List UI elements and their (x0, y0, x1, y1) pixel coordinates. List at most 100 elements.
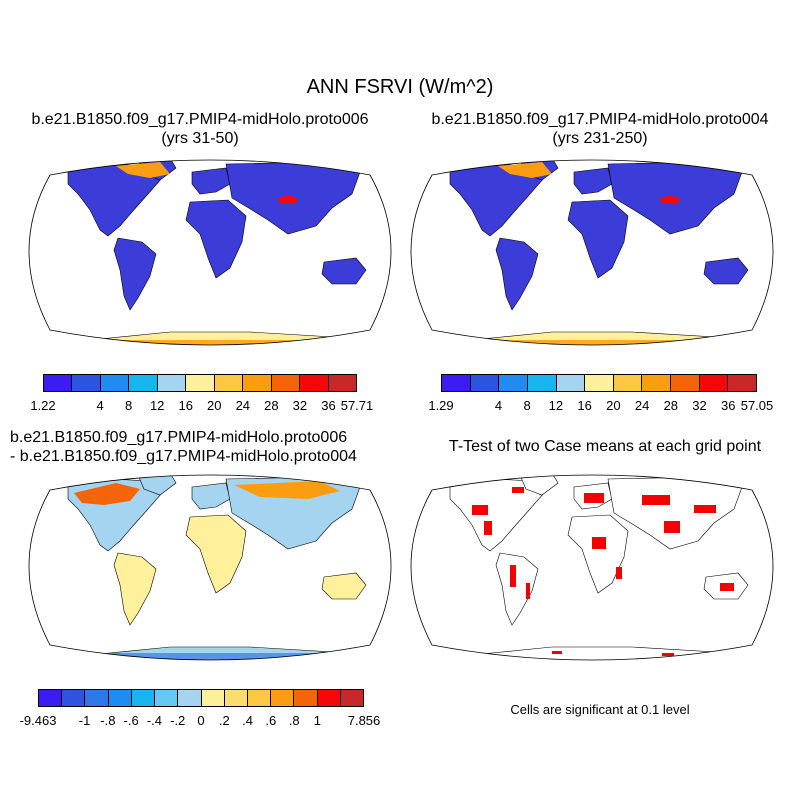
colorbar-label: 57.71 (340, 398, 374, 413)
colorbar-swatch (72, 375, 101, 391)
colorbar-label: 57.05 (740, 398, 774, 413)
colorbar-swatch (62, 690, 86, 706)
colorbar-labels-diff: -9.463 -1 -.8 -.6 -.4 -.2 0 .2 .4 .6 .8 1 7.856 (20, 713, 381, 729)
panel-title-diff: b.e21.B1850.f09_g17.PMIP4-midHolo.proto0… (5, 428, 410, 466)
significant-cells (694, 505, 716, 513)
colorbar-swatch (243, 375, 272, 391)
australia-shape (321, 572, 367, 600)
significant-cells (662, 653, 674, 656)
africa-shape (567, 514, 629, 594)
africa-shape (185, 199, 247, 279)
colorbar-swatch (129, 375, 158, 391)
colorbar-label: 16 (178, 398, 193, 413)
colorbar-diff (38, 689, 364, 707)
colorbar-label: 12 (548, 398, 564, 413)
colorbar-swatch (470, 375, 500, 391)
colorbar-swatch (201, 690, 225, 706)
colorbar-swatch (699, 375, 729, 391)
colorbar-label: 0 (197, 713, 205, 728)
warm-anomaly-siberia (234, 481, 340, 499)
africa-shape (567, 199, 629, 279)
case1-title-line1: b.e21.B1850.f09_g17.PMIP4-midHolo.proto0… (31, 111, 369, 128)
tibet-high-region (660, 196, 680, 204)
south-america-shape (113, 237, 157, 311)
significant-cells (526, 583, 530, 599)
colorbar-swatch (178, 690, 202, 706)
colorbar-swatch (556, 375, 586, 391)
colorbar-label: 1 (313, 713, 322, 728)
significant-cells (510, 565, 516, 587)
panel-title-case1: b.e21.B1850.f09_g17.PMIP4-midHolo.proto0… (5, 110, 395, 148)
colorbar-label: 20 (606, 398, 621, 413)
colorbar-label: 32 (692, 398, 707, 413)
colorbar-swatch (328, 375, 356, 391)
colorbar-swatch (186, 375, 215, 391)
colorbar-swatch (157, 375, 187, 391)
tibet-high-region (278, 196, 298, 204)
significant-cells (642, 495, 670, 505)
europe-shape (191, 482, 231, 510)
significant-cells (592, 537, 606, 549)
colorbar-label: 28 (264, 398, 279, 413)
colorbar-swatch (155, 690, 179, 706)
significance-note: Cells are significant at 0.1 level (510, 702, 690, 717)
significant-cells (664, 521, 680, 533)
colorbar-swatch (100, 375, 130, 391)
south-america-shape (113, 552, 157, 626)
significant-cells (720, 583, 734, 591)
colorbar-label: 12 (149, 398, 165, 413)
colorbar-label: .2 (218, 713, 230, 728)
map-case1 (28, 159, 392, 346)
south-america-shape (495, 237, 539, 311)
colorbar-swatch (85, 690, 109, 706)
colorbar-swatch (642, 375, 672, 391)
colorbar-label: 24 (235, 398, 251, 413)
colorbar-swatch (527, 375, 557, 391)
colorbar-swatch (728, 375, 757, 391)
colorbar-label: -1 (78, 713, 91, 728)
colorbar-swatch (317, 690, 341, 706)
significant-cells (512, 487, 524, 493)
map-border (28, 474, 392, 661)
colorbar-label: 7.856 (347, 713, 381, 728)
colorbar-case1 (43, 374, 357, 392)
europe-shape (191, 167, 231, 195)
colorbar-label: 4 (494, 398, 503, 413)
south-america-shape (495, 552, 539, 626)
asia-shape (607, 476, 743, 550)
colorbar-swatch (247, 690, 272, 706)
diff-title-line2: - b.e21.B1850.f09_g17.PMIP4-midHolo.prot… (10, 448, 357, 465)
colorbar-label: -.2 (170, 713, 186, 728)
significant-cells (552, 651, 562, 654)
significant-cells (616, 567, 622, 579)
colorbar-label: -9.463 (19, 713, 57, 728)
colorbar-swatch (271, 690, 295, 706)
australia-shape (703, 257, 749, 285)
colorbar-label: 20 (207, 398, 222, 413)
antarctica-anomaly (100, 653, 340, 660)
colorbar-label: 8 (125, 398, 133, 413)
colorbar-label: 36 (321, 398, 336, 413)
colorbar-swatch (44, 375, 73, 391)
colorbar-swatch (671, 375, 700, 391)
colorbar-swatch (224, 690, 248, 706)
panel-title-ttest: T-Test of two Case means at each grid po… (448, 438, 762, 455)
australia-shape (321, 257, 367, 285)
colorbar-label: .6 (265, 713, 277, 728)
case2-title-line2: (yrs 231-250) (552, 130, 648, 147)
diff-title-line1: b.e21.B1850.f09_g17.PMIP4-midHolo.proto0… (10, 429, 348, 446)
map-border (410, 159, 774, 346)
map-border (28, 159, 392, 346)
colorbar-label: 32 (292, 398, 308, 413)
significant-cells (484, 521, 492, 535)
africa-shape (185, 514, 247, 594)
colorbar-swatch (585, 375, 614, 391)
colorbar-label: -.6 (123, 713, 139, 728)
high-latitude-region (116, 162, 170, 178)
case2-title-line1: b.e21.B1850.f09_g17.PMIP4-midHolo.proto0… (431, 111, 769, 128)
warm-anomaly-north-america (74, 483, 140, 505)
colorbar-label: -.8 (100, 713, 116, 728)
colorbar-label: -.4 (146, 713, 163, 728)
colorbar-swatch (442, 375, 471, 391)
colorbar-label: 1.22 (30, 398, 56, 413)
